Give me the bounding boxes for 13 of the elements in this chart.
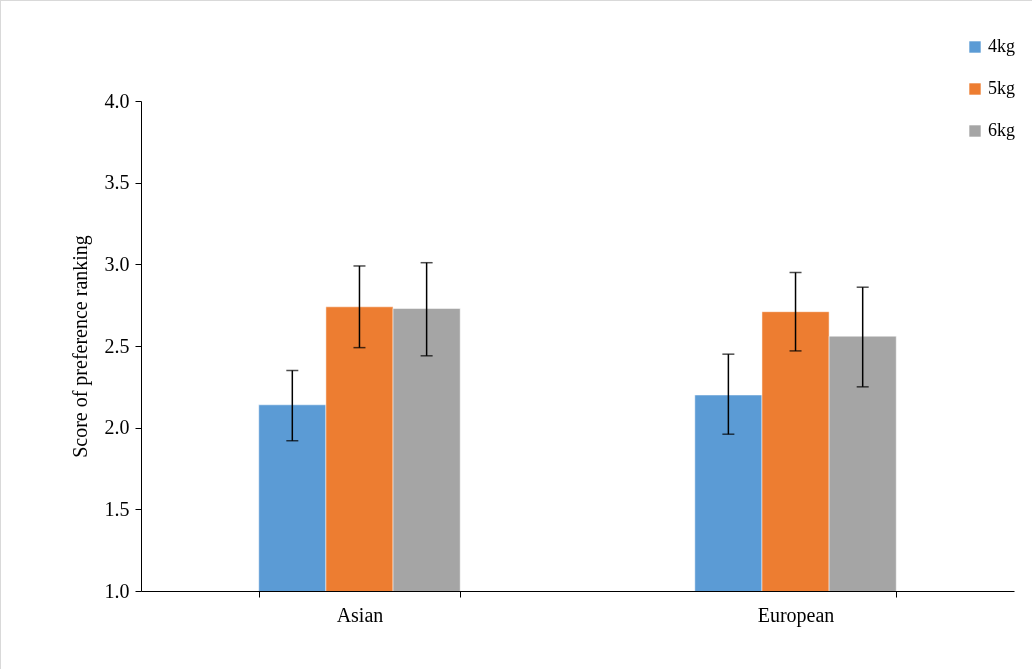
y-tick-label: 3.5 [104,171,130,194]
y-tick-label: 1.5 [104,497,130,520]
legend-label: 4kg [988,36,1015,56]
y-tick-label: 3.0 [104,252,130,275]
y-tick-label: 2.5 [104,334,130,357]
y-tick-label: 4.0 [104,89,130,112]
x-tick-label: European [757,603,835,627]
x-tick-label: Asian [336,603,384,626]
legend-label: 5kg [988,78,1015,98]
y-tick-label: 2.0 [104,416,130,439]
y-axis-title: Score of preference ranking [68,235,92,458]
y-tick-label: 1.0 [104,579,130,602]
legend-label: 6kg [988,120,1015,140]
